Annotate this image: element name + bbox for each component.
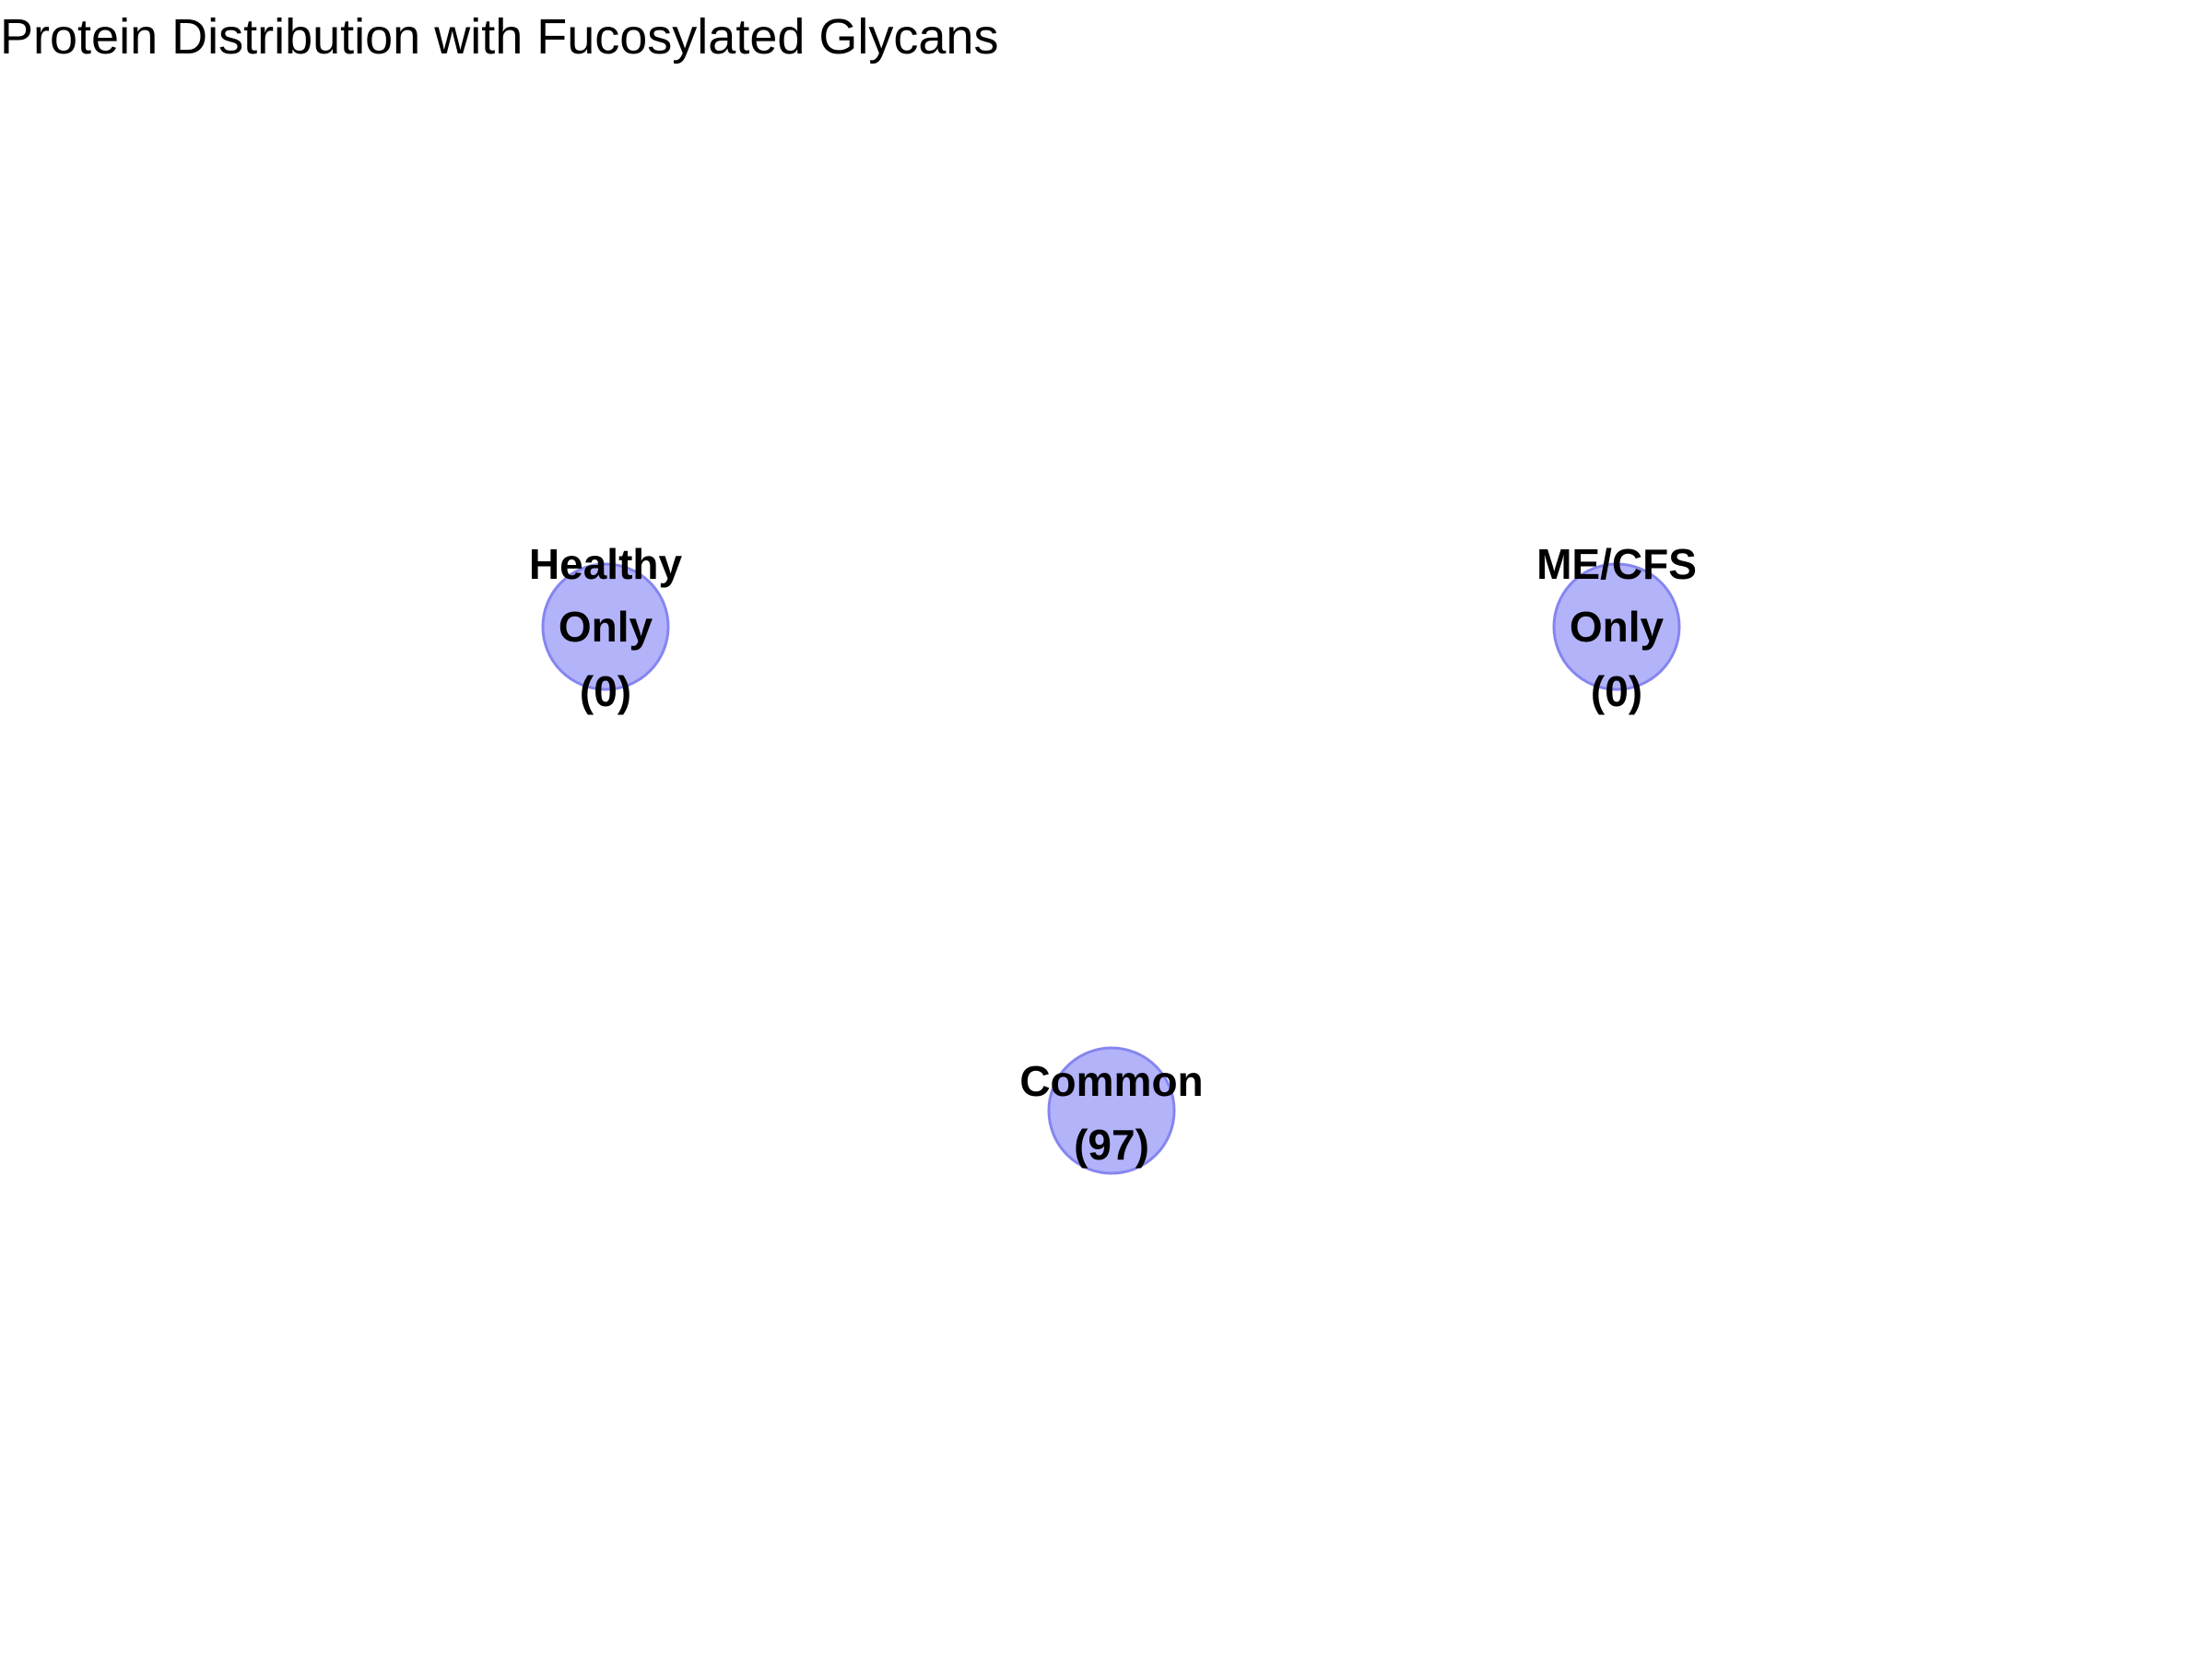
node-healthy-only-label-line-1: Healthy	[529, 540, 683, 588]
node-mecfs-only: ME/CFS Only (0)	[1536, 540, 1697, 715]
node-mecfs-only-label-line-2: Only	[1570, 603, 1665, 651]
node-mecfs-only-label-line-1: ME/CFS	[1536, 540, 1697, 588]
node-common-circle	[1047, 1046, 1176, 1175]
node-healthy-only-label-line-3: (0)	[580, 667, 631, 715]
node-mecfs-only-label-line-3: (0)	[1591, 667, 1642, 715]
node-common-label-line-2: (97)	[1074, 1121, 1149, 1169]
diagram-title: Protein Distribution with Fucosylated Gl…	[0, 9, 998, 65]
node-common: Common (97)	[1019, 1046, 1204, 1175]
node-common-label-line-1: Common	[1019, 1057, 1203, 1105]
node-mecfs-only-circle	[1552, 562, 1681, 691]
node-healthy-only: Healthy Only (0)	[529, 540, 683, 715]
node-healthy-only-circle	[541, 562, 670, 691]
node-healthy-only-label-line-2: Only	[559, 603, 653, 651]
